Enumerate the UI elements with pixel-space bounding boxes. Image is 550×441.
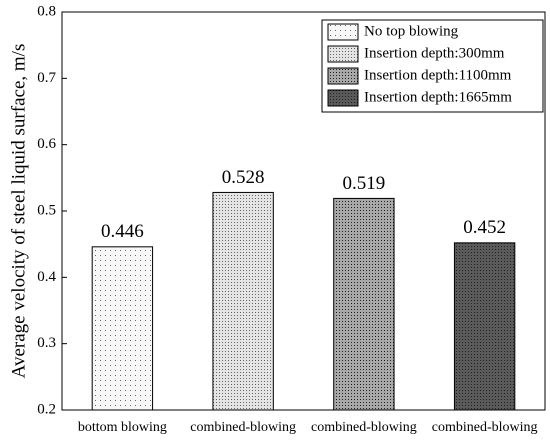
x-tick-label: combined-blowing [190, 420, 296, 435]
legend-swatch [327, 23, 359, 41]
y-axis-label: Average velocity of steel liquid surface… [8, 44, 29, 379]
data-label: 0.452 [463, 217, 506, 238]
data-label: 0.519 [343, 173, 386, 194]
bar [453, 242, 516, 411]
legend-box [321, 19, 544, 113]
y-tick-label: 0.2 [37, 401, 56, 417]
y-tick-label: 0.8 [37, 3, 56, 19]
x-tick-label: combined-blowing [432, 420, 538, 435]
y-tick-label: 0.3 [37, 335, 56, 351]
legend-label: Insertion depth:1100mm [364, 67, 512, 83]
y-tick-label: 0.5 [37, 202, 56, 218]
legend-label: No top blowing [364, 23, 459, 39]
bar [333, 197, 395, 411]
data-label: 0.446 [101, 221, 144, 242]
legend-swatch [327, 89, 359, 107]
x-tick-label: bottom blowing [78, 420, 167, 435]
x-tick-label: combined-blowing [311, 420, 417, 435]
legend-label: Insertion depth:1665mm [364, 89, 512, 105]
legend-swatch [327, 67, 359, 85]
legend-label: Insertion depth:300mm [364, 45, 505, 61]
y-tick-label: 0.4 [37, 269, 56, 285]
y-tick-label: 0.6 [37, 136, 56, 152]
legend: No top blowing Insertion depth:300mm Inser… [321, 19, 544, 113]
y-tick-label: 0.7 [37, 70, 56, 86]
bar [91, 246, 154, 411]
data-label: 0.528 [222, 167, 265, 188]
bar [212, 191, 274, 411]
legend-swatch [327, 45, 359, 63]
